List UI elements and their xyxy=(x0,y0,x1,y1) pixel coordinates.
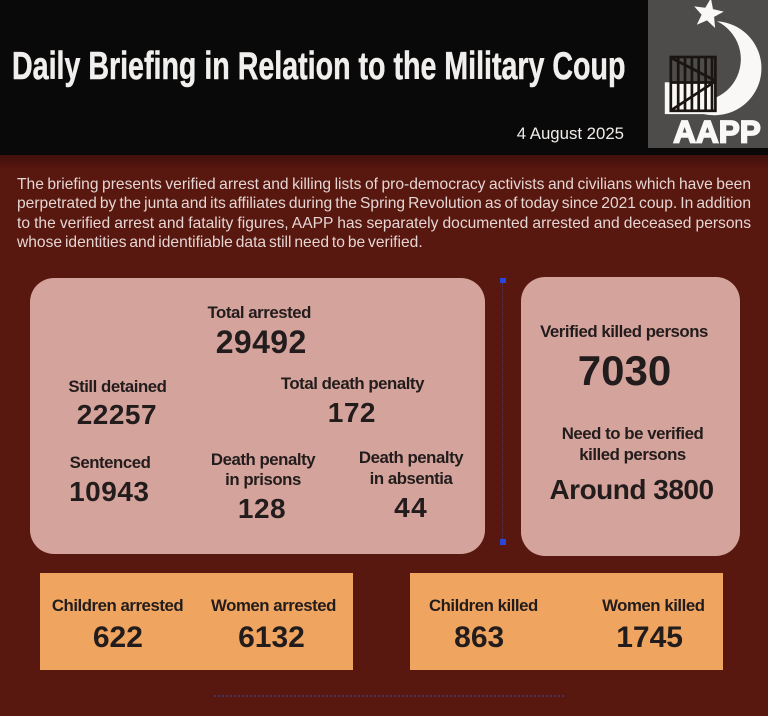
svg-text:AAPP: AAPP xyxy=(673,114,761,149)
